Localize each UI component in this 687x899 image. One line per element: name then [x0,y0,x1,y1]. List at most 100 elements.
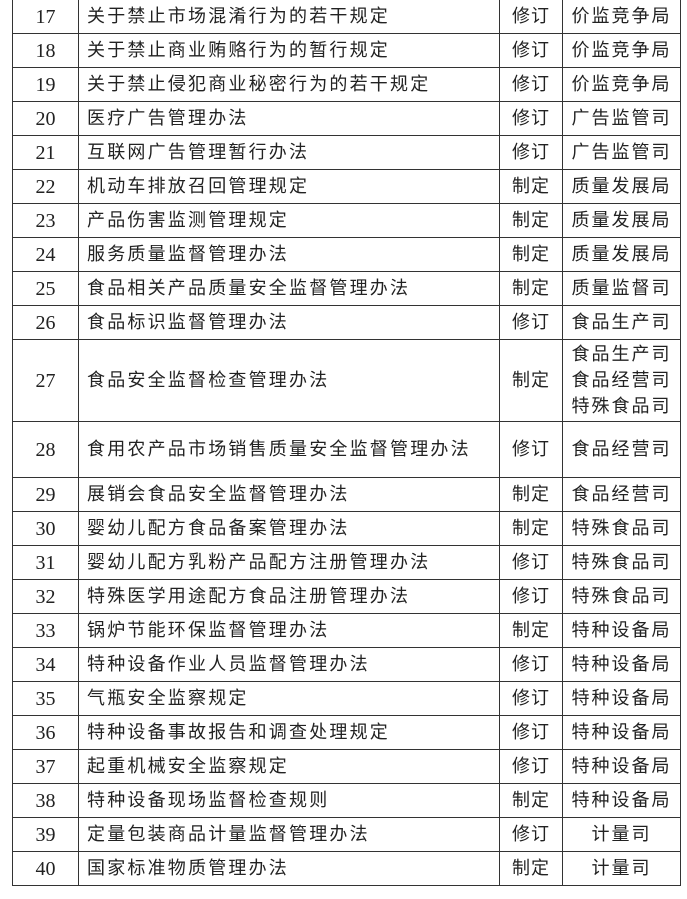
revision-type: 修订 [499,135,563,170]
regulation-title: 食品标识监督管理办法 [78,305,500,340]
table-row: 23 产品伤害监测管理规定 制定 质量发展局 [12,203,681,238]
table-row: 17 关于禁止市场混淆行为的若干规定 修订 价监竞争局 [12,0,681,34]
department: 食品经营司 [562,421,681,478]
row-number: 31 [12,545,79,580]
department: 价监竞争局 [562,67,681,102]
department-name: 特种设备局 [571,687,672,709]
regulation-title: 关于禁止商业贿赂行为的暂行规定 [78,33,500,68]
department-name: 特种设备局 [571,619,672,641]
row-number: 30 [12,511,79,546]
department-name: 广告监管司 [571,141,672,163]
revision-type: 修订 [499,421,563,478]
revision-type: 制定 [499,613,563,648]
department: 食品经营司 [562,477,681,512]
table-row: 22 机动车排放召回管理规定 制定 质量发展局 [12,169,681,204]
table-row: 20 医疗广告管理办法 修订 广告监管司 [12,101,681,136]
table-row: 25 食品相关产品质量安全监督管理办法 制定 质量监督司 [12,271,681,306]
table-row: 36 特种设备事故报告和调查处理规定 修订 特种设备局 [12,715,681,750]
revision-type: 修订 [499,817,563,852]
table-row: 33 锅炉节能环保监督管理办法 制定 特种设备局 [12,613,681,648]
department-name: 特殊食品司 [571,585,672,607]
row-number: 22 [12,169,79,204]
regulation-title: 互联网广告管理暂行办法 [78,135,500,170]
row-number: 34 [12,647,79,682]
regulation-title: 食用农产品市场销售质量安全监督管理办法 [78,421,500,478]
table-row: 19 关于禁止侵犯商业秘密行为的若干规定 修订 价监竞争局 [12,67,681,102]
row-number: 40 [12,851,79,886]
revision-type: 修订 [499,101,563,136]
revision-type: 修订 [499,545,563,580]
table-row: 30 婴幼儿配方食品备案管理办法 制定 特殊食品司 [12,511,681,546]
regulation-title: 起重机械安全监察规定 [78,749,500,784]
department: 广告监管司 [562,101,681,136]
department-name: 特种设备局 [571,721,672,743]
revision-type: 制定 [499,237,563,272]
department-name: 价监竞争局 [571,39,672,61]
table-row: 21 互联网广告管理暂行办法 修订 广告监管司 [12,135,681,170]
row-number: 28 [12,421,79,478]
revision-type: 制定 [499,511,563,546]
revision-type: 修订 [499,749,563,784]
revision-type: 修订 [499,579,563,614]
regulation-title: 产品伤害监测管理规定 [78,203,500,238]
department: 特种设备局 [562,715,681,750]
department-name: 食品经营司 [571,438,672,460]
department-name: 质量监督司 [571,277,672,299]
department-name: 特殊食品司 [571,551,672,573]
regulation-title: 定量包装商品计量监督管理办法 [78,817,500,852]
row-number: 29 [12,477,79,512]
department: 特种设备局 [562,613,681,648]
department-name: 食品生产司 [571,343,672,365]
table-row: 34 特种设备作业人员监督管理办法 修订 特种设备局 [12,647,681,682]
department-name: 质量发展局 [571,243,672,265]
row-number: 18 [12,33,79,68]
department-name: 食品经营司 [571,369,672,391]
department: 特种设备局 [562,681,681,716]
revision-type: 制定 [499,851,563,886]
regulation-title: 锅炉节能环保监督管理办法 [78,613,500,648]
row-number: 36 [12,715,79,750]
regulation-title: 服务质量监督管理办法 [78,237,500,272]
table-row: 18 关于禁止商业贿赂行为的暂行规定 修订 价监竞争局 [12,33,681,68]
regulation-title: 关于禁止侵犯商业秘密行为的若干规定 [78,67,500,102]
regulation-title: 展销会食品安全监督管理办法 [78,477,500,512]
regulation-title: 特种设备作业人员监督管理办法 [78,647,500,682]
row-number: 35 [12,681,79,716]
row-number: 17 [12,0,79,34]
revision-type: 修订 [499,305,563,340]
department-name: 特殊食品司 [571,395,672,417]
department: 价监竞争局 [562,0,681,34]
revision-type: 修订 [499,715,563,750]
department: 特种设备局 [562,647,681,682]
department-name: 特殊食品司 [571,517,672,539]
regulation-title: 特殊医学用途配方食品注册管理办法 [78,579,500,614]
row-number: 24 [12,237,79,272]
table-row: 40 国家标准物质管理办法 制定 计量司 [12,851,681,886]
regulation-title: 食品安全监督检查管理办法 [78,339,500,422]
revision-type: 制定 [499,271,563,306]
revision-type: 修订 [499,681,563,716]
department-name: 价监竞争局 [571,5,672,27]
revision-type: 修订 [499,647,563,682]
table-row: 39 定量包装商品计量监督管理办法 修订 计量司 [12,817,681,852]
regulation-title: 关于禁止市场混淆行为的若干规定 [78,0,500,34]
department-name: 计量司 [591,823,652,845]
table-row: 29 展销会食品安全监督管理办法 制定 食品经营司 [12,477,681,512]
row-number: 19 [12,67,79,102]
department: 质量发展局 [562,169,681,204]
department: 价监竞争局 [562,33,681,68]
revision-type: 修订 [499,67,563,102]
regulation-title: 特种设备事故报告和调查处理规定 [78,715,500,750]
department-name: 特种设备局 [571,653,672,675]
row-number: 39 [12,817,79,852]
row-number: 25 [12,271,79,306]
department-name: 计量司 [591,857,652,879]
department: 特殊食品司 [562,511,681,546]
table-row: 31 婴幼儿配方乳粉产品配方注册管理办法 修订 特殊食品司 [12,545,681,580]
table-row: 35 气瓶安全监察规定 修订 特种设备局 [12,681,681,716]
row-number: 27 [12,339,79,422]
table-row: 32 特殊医学用途配方食品注册管理办法 修订 特殊食品司 [12,579,681,614]
table-row: 26 食品标识监督管理办法 修订 食品生产司 [12,305,681,340]
regulation-title: 婴幼儿配方乳粉产品配方注册管理办法 [78,545,500,580]
department: 食品生产司食品经营司特殊食品司 [562,339,681,422]
